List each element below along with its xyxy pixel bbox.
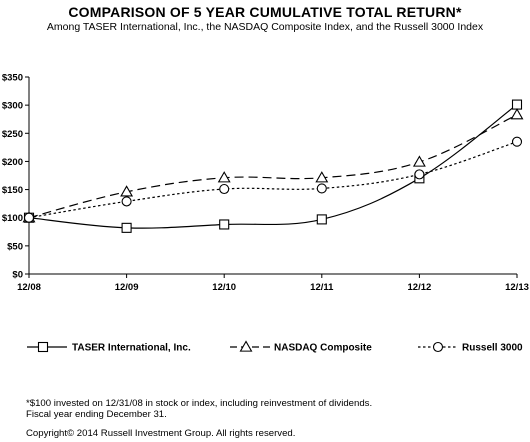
chart-series xyxy=(22,99,524,233)
chart-subtitle: Among TASER International, Inc., the NAS… xyxy=(46,21,484,33)
series-line-square xyxy=(28,104,518,229)
data-point-triangle xyxy=(412,155,426,167)
y-tick-label: $300 xyxy=(2,101,23,112)
chart-title: COMPARISON OF 5 YEAR CUMULATIVE TOTAL RE… xyxy=(68,4,462,20)
data-point-square xyxy=(511,99,523,110)
data-point-triangle xyxy=(315,171,329,183)
data-point-square xyxy=(219,219,230,230)
legend-marker-circle xyxy=(432,341,444,353)
x-tick-label: 12/08 xyxy=(17,282,41,293)
x-tick-label: 12/10 xyxy=(212,282,236,293)
y-tick-label: $350 xyxy=(2,73,23,84)
footnote-copyright: Copyright© 2014 Russell Investment Group… xyxy=(26,428,296,439)
chart-axes: $0 $50 $100 $150 $200 $250 $300 $350 12/08 12/09 1… xyxy=(2,73,529,294)
y-tick-label: $250 xyxy=(2,129,23,140)
legend-label: Russell 3000 xyxy=(462,343,523,354)
legend-marker-triangle xyxy=(239,340,253,352)
legend-label: TASER International, Inc. xyxy=(72,343,191,354)
y-tick-label: $50 xyxy=(7,241,23,252)
data-point-circle xyxy=(219,183,230,195)
y-tick-label: $0 xyxy=(12,270,23,281)
y-tick-label: $200 xyxy=(2,157,23,168)
data-point-circle xyxy=(316,183,327,194)
data-point-circle xyxy=(414,169,425,180)
x-tick-label: 12/12 xyxy=(408,282,432,293)
footnote-investment: *$100 invested on 12/31/08 in stock or i… xyxy=(26,398,373,409)
x-tick-label: 12/09 xyxy=(115,282,139,293)
data-point-circle xyxy=(121,196,132,207)
legend-marker-square xyxy=(37,341,49,353)
chart-legend: TASER International, Inc. NASDAQ Composit… xyxy=(27,340,523,354)
data-point-triangle xyxy=(510,108,524,120)
data-point-triangle xyxy=(120,185,134,197)
series-line-circle xyxy=(28,141,518,219)
y-tick-label: $150 xyxy=(2,185,23,196)
x-tick-label: 12/13 xyxy=(505,282,529,293)
x-tick-label: 12/11 xyxy=(310,282,334,293)
data-point-circle xyxy=(511,136,523,147)
legend-label: NASDAQ Composite xyxy=(274,343,372,354)
data-point-triangle xyxy=(217,171,231,183)
data-point-circle xyxy=(23,212,35,223)
data-point-square xyxy=(316,214,327,225)
footnote-fiscal-year: Fiscal year ending December 31. xyxy=(26,409,167,420)
series-line-triangle xyxy=(28,114,518,219)
y-tick-label: $100 xyxy=(2,213,23,224)
data-point-square xyxy=(121,222,132,233)
